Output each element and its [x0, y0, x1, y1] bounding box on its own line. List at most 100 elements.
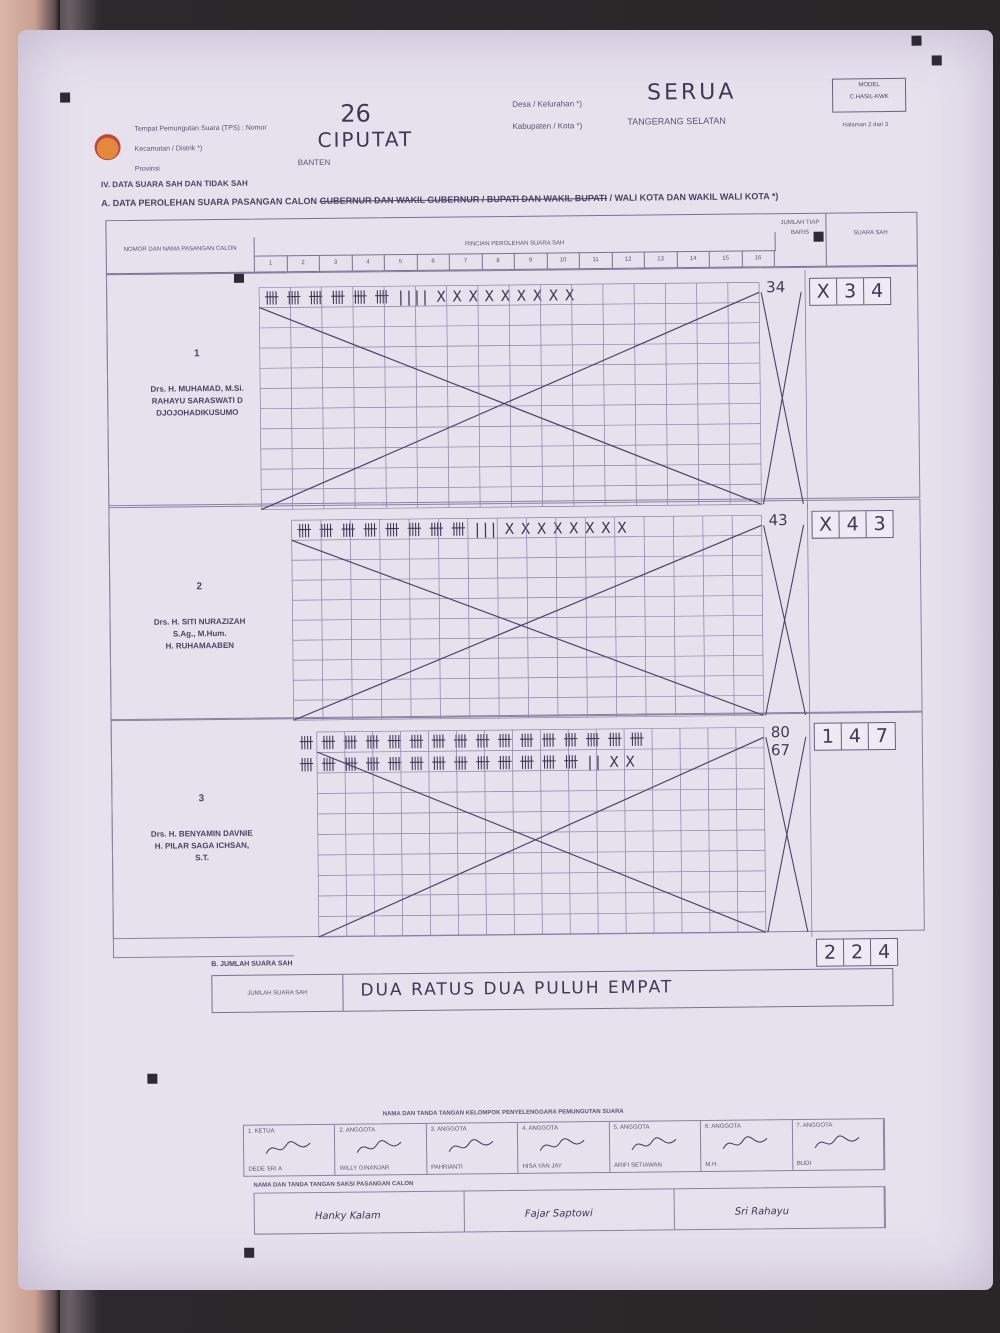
signature-scribble-icon — [722, 1136, 768, 1150]
column-number: 3 — [319, 254, 353, 271]
signature-scribble-icon — [631, 1137, 677, 1150]
total-digit: 2 — [816, 939, 845, 966]
desa-label: Desa / Kelurahan *) — [512, 99, 583, 109]
saksi-name: Sri Rahayu — [734, 1206, 790, 1218]
candidate-row-frame — [108, 498, 923, 722]
candidate-row-frame — [105, 265, 921, 507]
signature-area: NAMA DAN TANDA TANGAN KELOMPOK PENYELENG… — [133, 1096, 894, 1235]
model-code: C.HASIL-KWK — [849, 93, 889, 101]
tps-number: 26 — [340, 99, 371, 128]
saksi-signature-cell: Hanky Kalam — [254, 1191, 465, 1234]
saksi-signature-cell: Sri Rahayu — [674, 1187, 885, 1230]
column-number: 6 — [417, 253, 450, 270]
phone-screen: Tempat Pemungutan Suara (TPS) : Nomor 26… — [18, 30, 993, 1290]
total-row-label: JUMLAH SUARA SAH — [212, 974, 344, 1013]
signature-scribble-icon — [814, 1135, 859, 1149]
provinsi-label: Provinsi — [134, 165, 160, 173]
kpps-title: NAMA DAN TANDA TANGAN KELOMPOK PENYELENG… — [382, 1108, 624, 1118]
saksi-title: NAMA DAN TANDA TANGAN SAKSI PASANGAN CAL… — [253, 1181, 414, 1189]
desa-value: SERUA — [646, 79, 737, 106]
kpps-signature-cell: 7. ANGGOTA BUDI — [792, 1119, 885, 1171]
tps-label: Tempat Pemungutan Suara (TPS) : Nomor — [134, 124, 267, 133]
candidate-rows: 1 Drs. H. MUHAMAD, M.Si. RAHAYU SARASWATI … — [41, 25, 961, 940]
kpps-name: DEDE SRI A — [248, 1166, 283, 1173]
model-title: MODEL — [858, 82, 880, 89]
subtitle-prefix: A. DATA PEROLEHAN SUARA PASANGAN CALON — [101, 195, 318, 209]
kecamatan-label: Kecamatan / Distrik *) — [134, 145, 203, 153]
saksi-cells: Hanky Kalam Fajar Saptowi Sri Rahayu — [254, 1187, 885, 1234]
section-iv-title: IV. DATA SUARA SAH DAN TIDAK SAH — [100, 178, 248, 190]
kpps-signature-cell: 4. ANGGOTA HISA YAN JAY — [518, 1121, 611, 1173]
kpps-role: 4. ANGGOTA — [522, 1125, 559, 1132]
column-number: 13 — [644, 251, 678, 268]
signature-scribble-icon — [448, 1139, 494, 1152]
kpps-role: 2. ANGGOTA — [339, 1127, 376, 1134]
kpps-name: M.H. — [705, 1161, 719, 1168]
column-number: 14 — [677, 250, 710, 268]
kpps-name: WILLY GINANJAR — [339, 1165, 390, 1172]
column-number: 15 — [709, 250, 743, 267]
column-number: 16 — [742, 250, 775, 267]
total-digit: 4 — [877, 941, 891, 964]
kpps-role: 3. ANGGOTA — [430, 1126, 467, 1133]
column-number: 9 — [514, 252, 548, 269]
candidate-row-frame — [110, 710, 925, 940]
model-box: MODEL C.HASIL-KWK — [831, 77, 907, 113]
registration-mark — [244, 1247, 255, 1258]
kpps-signature-cell: 3. ANGGOTA PAHRIANTI — [426, 1122, 519, 1174]
kpps-signature-cell: 5. ANGGOTA ARIFI SETIAWAN — [609, 1121, 702, 1172]
column-number: 7 — [449, 253, 483, 270]
saksi-signature-row: Hanky Kalam Fajar Saptowi Sri Rahayu — [253, 1186, 886, 1235]
kpps-signature-cell: 1. KETUA DEDE SRI A — [243, 1124, 336, 1176]
signature-scribble-icon — [357, 1140, 402, 1153]
provinsi-value: BANTEN — [297, 157, 331, 168]
tally-document: Tempat Pemungutan Suara (TPS) : Nomor 26… — [41, 25, 974, 1295]
kpps-signature-row: 1. KETUA DEDE SRI A 2. ANGGOTA WILLY GINANJ… — [242, 1118, 886, 1177]
column-number: 4 — [352, 254, 385, 271]
column-number: 11 — [579, 251, 613, 269]
total-box: JUMLAH SUARA SAH DUA RATUS DUA PULUH EMP… — [211, 967, 894, 1014]
total-section-label: B. JUMLAH SUARA SAH — [211, 960, 293, 969]
kpps-role: 5. ANGGOTA — [613, 1124, 650, 1131]
header-row-total: JUMLAH TIAP BARIS — [774, 213, 827, 267]
kpps-name: PAHRIANTI — [431, 1164, 463, 1171]
column-number: 12 — [612, 251, 645, 268]
header-valid-votes: SUARA SAH — [853, 230, 888, 237]
kecamatan-value: CIPUTAT — [317, 126, 414, 152]
total-in-words: DUA RATUS DUA PULUH EMPAT — [360, 977, 674, 1001]
table-header: NOMOR DAN NAMA PASANGAN CALON RINCIAN PE… — [105, 211, 918, 275]
signature-scribble-icon — [265, 1141, 311, 1154]
registration-mark — [60, 92, 71, 103]
registration-mark — [931, 55, 942, 66]
kpps-name: ARIFI SETIAWAN — [613, 1162, 662, 1169]
header-candidate: NOMOR DAN NAMA PASANGAN CALON — [106, 237, 255, 274]
signature-scribble-icon — [539, 1138, 585, 1151]
column-number: 2 — [287, 254, 320, 272]
kpps-signature-cell: 6. ANGGOTA M.H. — [700, 1120, 793, 1172]
registration-mark — [911, 35, 922, 46]
total-digit: 2 — [843, 939, 872, 966]
kpu-logo-icon — [94, 134, 121, 161]
section-iv-subtitle: A. DATA PEROLEHAN SUARA PASANGAN CALON G… — [101, 191, 778, 208]
kpps-role: 1. KETUA — [247, 1128, 275, 1135]
kpps-signature-cell: 2. ANGGOTA WILLY GINANJAR — [335, 1123, 428, 1175]
column-number: 8 — [482, 252, 515, 270]
saksi-name: Fajar Saptowi — [524, 1208, 593, 1220]
kpps-name: BUDI — [796, 1160, 812, 1168]
saksi-signature-cell: Fajar Saptowi — [464, 1189, 675, 1232]
kpps-cells: 1. KETUA DEDE SRI A 2. ANGGOTA WILLY GINANJ… — [243, 1119, 885, 1176]
saksi-name: Hanky Kalam — [314, 1210, 381, 1223]
kpps-role: 6. ANGGOTA — [704, 1123, 741, 1130]
column-number: 1 — [254, 255, 288, 272]
kpps-name: HISA YAN JAY — [522, 1163, 562, 1170]
page-info: Halaman 2 dari 3 — [842, 121, 889, 129]
subtitle-struck: GUBERNUR DAN WAKIL GUBERNUR / BUPATI DAN… — [319, 192, 608, 206]
kabupaten-value: TANGERANG SELATAN — [627, 115, 726, 127]
registration-mark — [147, 1073, 158, 1084]
column-number: 5 — [384, 253, 418, 271]
column-number: 10 — [547, 252, 580, 269]
subtitle-suffix: / WALI KOTA DAN WAKIL WALI KOTA *) — [609, 191, 779, 203]
kpps-role: 7. ANGGOTA — [796, 1122, 833, 1130]
kabupaten-label: Kabupaten / Kota *) — [512, 121, 583, 131]
